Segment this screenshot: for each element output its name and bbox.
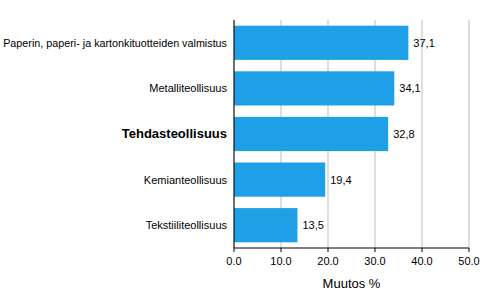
labels: 37,1 Paperin, paperi- ja kartonkituotteid… <box>3 37 435 231</box>
tick <box>328 248 329 252</box>
bar <box>234 163 325 197</box>
grid <box>234 20 469 248</box>
tick-label: 40.0 <box>411 255 432 267</box>
grid-line <box>234 20 235 248</box>
chart: 37,1 Paperin, paperi- ja kartonkituotteid… <box>0 0 485 300</box>
tick-label: 10.0 <box>270 255 291 267</box>
category-label: Tehdasteollisuus <box>122 126 227 141</box>
grid-line <box>469 20 470 248</box>
category-label: Tekstiiliteollisuus <box>146 219 228 231</box>
x-axis-line <box>234 248 469 249</box>
category-label: Kemianteollisuus <box>144 174 228 186</box>
data-label: 34,1 <box>399 82 420 94</box>
tick <box>422 248 423 252</box>
axes: 0.0 10.0 20.0 30.0 40.0 50.0 Muutos % <box>226 20 479 291</box>
tick-label: 20.0 <box>317 255 338 267</box>
tick-label: 50.0 <box>458 255 479 267</box>
bar <box>234 117 388 151</box>
grid-line <box>422 20 423 248</box>
tick <box>281 248 282 252</box>
category-label: Metalliteollisuus <box>149 82 227 94</box>
tick <box>469 248 470 252</box>
bar <box>234 208 297 242</box>
data-label: 19,4 <box>330 174 351 186</box>
data-label: 32,8 <box>393 128 414 140</box>
tick-label: 0.0 <box>226 255 241 267</box>
y-axis-line <box>234 20 235 248</box>
data-label: 37,1 <box>413 37 434 49</box>
bars <box>234 26 408 243</box>
tick <box>375 248 376 252</box>
bar <box>234 71 394 105</box>
tick <box>234 248 235 252</box>
bar <box>234 26 408 60</box>
category-label: Paperin, paperi- ja kartonkituotteiden v… <box>3 37 227 49</box>
data-label: 13,5 <box>302 219 323 231</box>
x-axis-label: Muutos % <box>323 276 381 291</box>
tick-label: 30.0 <box>364 255 385 267</box>
